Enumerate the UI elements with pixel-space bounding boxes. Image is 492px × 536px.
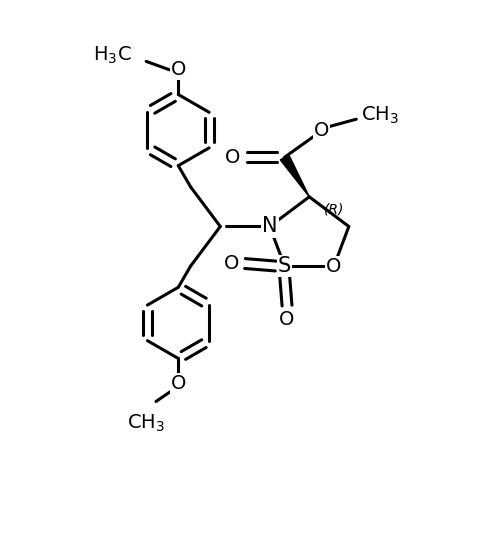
Polygon shape <box>280 155 309 197</box>
Text: CH$_3$: CH$_3$ <box>127 413 165 434</box>
Text: O: O <box>225 148 240 167</box>
Text: O: O <box>279 310 295 329</box>
Text: (R): (R) <box>324 202 344 216</box>
Text: N: N <box>262 217 277 236</box>
Text: CH$_3$: CH$_3$ <box>361 105 399 126</box>
Text: O: O <box>326 257 341 276</box>
Text: O: O <box>223 254 239 273</box>
Text: O: O <box>171 374 186 393</box>
Text: O: O <box>314 121 329 139</box>
Text: S: S <box>278 256 291 276</box>
Text: O: O <box>171 60 186 79</box>
Text: H$_3$C: H$_3$C <box>92 44 131 65</box>
